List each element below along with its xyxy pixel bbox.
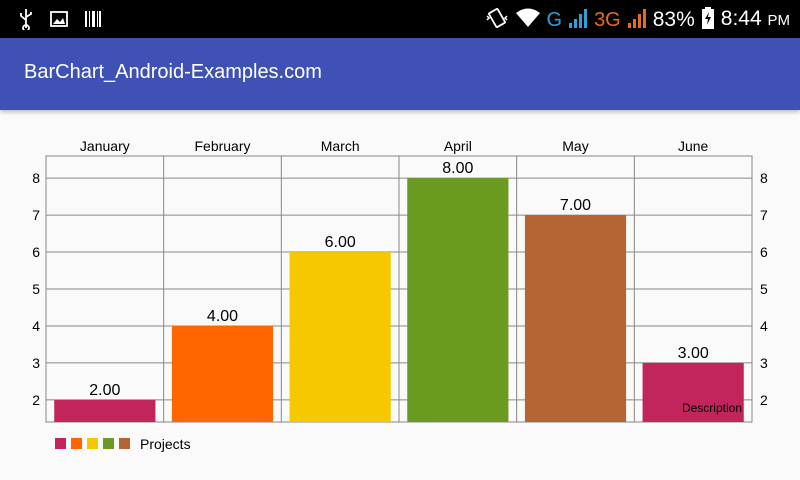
bar-value-label: 2.00: [89, 382, 120, 399]
legend-swatch: [119, 438, 130, 449]
app-bar: BarChart_Android-Examples.com: [0, 38, 800, 110]
bar[interactable]: [54, 399, 156, 422]
legend-swatch: [103, 438, 114, 449]
x-category-label: April: [444, 138, 472, 154]
x-category-label: January: [80, 138, 130, 154]
battery-icon: [701, 6, 715, 34]
y-tick-label-right: 3: [760, 355, 768, 371]
x-category-label: February: [194, 138, 250, 154]
bar-chart[interactable]: 2 2 3 3 4 4 5 5 6 6 7 7 8 8 2.00 January 4.00 February 6.0…: [0, 110, 800, 480]
usb-icon: [18, 8, 34, 34]
x-category-label: May: [562, 138, 588, 154]
y-tick-label-left: 4: [32, 318, 40, 334]
y-tick-label-right: 4: [760, 318, 768, 334]
bar-value-label: 7.00: [560, 197, 591, 214]
y-tick-label-right: 8: [760, 170, 768, 186]
battery-percent: 83%: [652, 8, 695, 31]
y-tick-label-left: 7: [32, 207, 40, 223]
network-g-label: G: [546, 9, 563, 31]
legend-swatch: [71, 438, 82, 449]
legend-label: Projects: [140, 436, 191, 452]
y-tick-label-left: 2: [32, 392, 40, 408]
status-right: G 3G 83% 8:44 PM: [485, 6, 790, 34]
y-tick-label-right: 6: [760, 244, 768, 260]
network-3g-label: 3G: [594, 9, 621, 31]
y-tick-label-left: 3: [32, 355, 40, 371]
y-tick-label-left: 8: [32, 170, 40, 186]
y-tick-label-right: 5: [760, 281, 768, 297]
bar[interactable]: [407, 178, 509, 422]
y-tick-label-left: 6: [32, 244, 40, 260]
status-bar: G 3G 83% 8:44 PM: [0, 0, 800, 38]
bar-value-label: 8.00: [442, 160, 473, 177]
y-tick-label-left: 5: [32, 281, 40, 297]
bar[interactable]: [289, 252, 391, 422]
bar[interactable]: [171, 325, 274, 422]
x-category-label: March: [321, 138, 360, 154]
y-tick-label-right: 2: [760, 392, 768, 408]
image-icon: [50, 11, 68, 31]
clock-time: 8:44: [720, 7, 762, 30]
signal-icon: [568, 7, 588, 33]
wifi-icon: [515, 7, 541, 33]
app-title: BarChart_Android-Examples.com: [24, 61, 322, 83]
legend-swatch: [55, 438, 66, 449]
status-left: [18, 8, 102, 34]
bar[interactable]: [524, 215, 627, 422]
vibrate-icon: [485, 6, 509, 34]
bar-value-label: 3.00: [678, 345, 709, 362]
bar[interactable]: [642, 362, 744, 422]
chart-description: Description: [682, 401, 742, 415]
x-category-label: June: [678, 138, 709, 154]
y-tick-label-right: 7: [760, 207, 768, 223]
bar-value-label: 4.00: [207, 308, 238, 325]
legend-swatch: [87, 438, 98, 449]
clock: 8:44 PM: [721, 6, 790, 34]
signal-icon: [627, 7, 647, 33]
bar-value-label: 6.00: [325, 234, 356, 251]
clock-ampm: PM: [767, 12, 791, 29]
barcode-icon: [84, 10, 102, 32]
